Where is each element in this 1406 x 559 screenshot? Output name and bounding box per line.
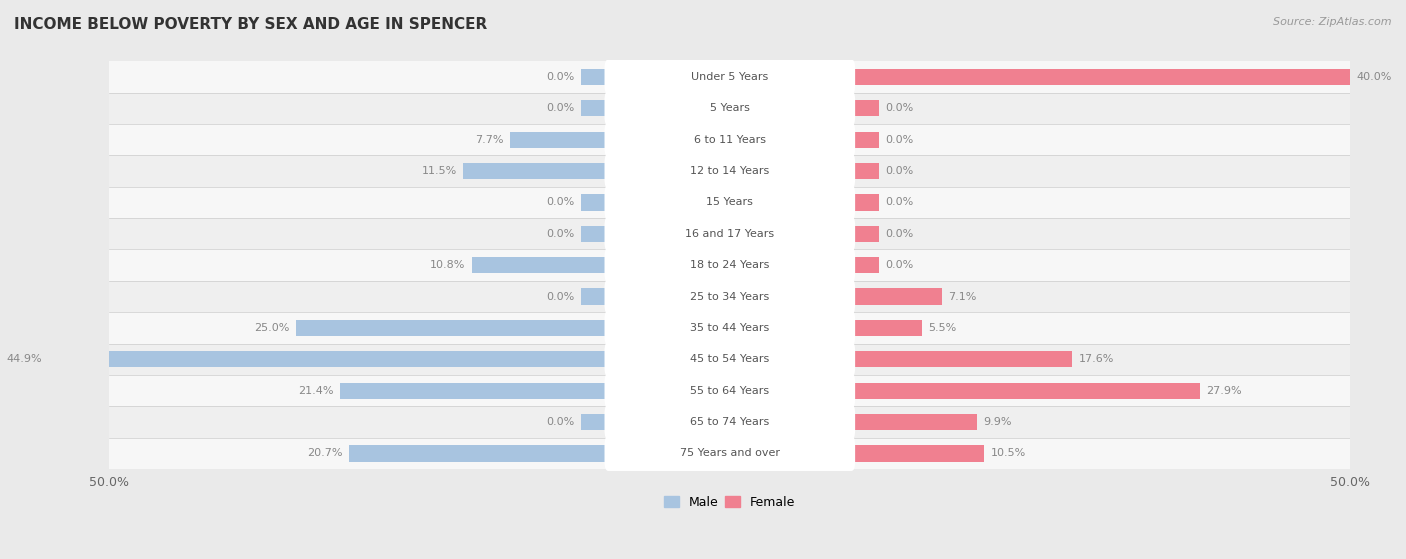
Bar — [581, 414, 606, 430]
Text: 0.0%: 0.0% — [547, 197, 575, 207]
Text: 44.9%: 44.9% — [7, 354, 42, 364]
Bar — [295, 320, 606, 336]
Bar — [853, 131, 879, 148]
FancyBboxPatch shape — [605, 373, 855, 408]
Text: 0.0%: 0.0% — [884, 197, 912, 207]
Bar — [472, 257, 606, 273]
Text: 0.0%: 0.0% — [884, 103, 912, 113]
Legend: Male, Female: Male, Female — [659, 491, 800, 514]
FancyBboxPatch shape — [605, 342, 855, 377]
FancyBboxPatch shape — [605, 91, 855, 126]
Text: 5 Years: 5 Years — [710, 103, 749, 113]
Bar — [110, 155, 1350, 187]
Bar — [853, 100, 879, 116]
Text: 27.9%: 27.9% — [1206, 386, 1241, 396]
Bar — [110, 438, 1350, 469]
FancyBboxPatch shape — [605, 436, 855, 471]
Text: 0.0%: 0.0% — [884, 260, 912, 270]
Bar — [581, 69, 606, 85]
Text: 35 to 44 Years: 35 to 44 Years — [690, 323, 769, 333]
Bar — [581, 226, 606, 242]
Bar — [110, 218, 1350, 249]
Text: 0.0%: 0.0% — [884, 135, 912, 145]
Bar — [853, 382, 1201, 399]
Text: INCOME BELOW POVERTY BY SEX AND AGE IN SPENCER: INCOME BELOW POVERTY BY SEX AND AGE IN S… — [14, 17, 488, 32]
FancyBboxPatch shape — [605, 154, 855, 188]
Text: 10.5%: 10.5% — [990, 448, 1025, 458]
FancyBboxPatch shape — [605, 216, 855, 252]
Bar — [853, 257, 879, 273]
Bar — [581, 195, 606, 211]
Bar — [49, 351, 606, 367]
Text: 7.1%: 7.1% — [948, 292, 977, 301]
Text: 0.0%: 0.0% — [547, 72, 575, 82]
Text: 75 Years and over: 75 Years and over — [681, 448, 780, 458]
Bar — [853, 351, 1073, 367]
Bar — [853, 69, 1350, 85]
Bar — [110, 124, 1350, 155]
Bar — [581, 100, 606, 116]
Bar — [110, 61, 1350, 93]
Text: 55 to 64 Years: 55 to 64 Years — [690, 386, 769, 396]
Text: 65 to 74 Years: 65 to 74 Years — [690, 417, 769, 427]
Text: 0.0%: 0.0% — [547, 103, 575, 113]
Bar — [110, 344, 1350, 375]
Text: 0.0%: 0.0% — [547, 417, 575, 427]
Bar — [110, 375, 1350, 406]
Bar — [853, 288, 942, 305]
Text: 0.0%: 0.0% — [547, 292, 575, 301]
Text: 0.0%: 0.0% — [547, 229, 575, 239]
Text: 0.0%: 0.0% — [884, 229, 912, 239]
Bar — [110, 249, 1350, 281]
Text: Source: ZipAtlas.com: Source: ZipAtlas.com — [1274, 17, 1392, 27]
Bar — [510, 131, 606, 148]
Bar — [463, 163, 606, 179]
Bar — [853, 320, 922, 336]
Text: 6 to 11 Years: 6 to 11 Years — [693, 135, 766, 145]
Text: 25 to 34 Years: 25 to 34 Years — [690, 292, 769, 301]
Text: 17.6%: 17.6% — [1078, 354, 1114, 364]
Text: 11.5%: 11.5% — [422, 166, 457, 176]
Text: 7.7%: 7.7% — [475, 135, 503, 145]
Text: Under 5 Years: Under 5 Years — [692, 72, 769, 82]
Bar — [349, 445, 606, 462]
Bar — [110, 187, 1350, 218]
Bar — [853, 226, 879, 242]
FancyBboxPatch shape — [605, 279, 855, 314]
Text: 10.8%: 10.8% — [430, 260, 465, 270]
Bar — [853, 414, 977, 430]
Text: 25.0%: 25.0% — [254, 323, 290, 333]
Bar — [853, 163, 879, 179]
Text: 12 to 14 Years: 12 to 14 Years — [690, 166, 769, 176]
Text: 9.9%: 9.9% — [983, 417, 1011, 427]
Text: 21.4%: 21.4% — [298, 386, 335, 396]
Bar — [853, 445, 984, 462]
FancyBboxPatch shape — [605, 185, 855, 220]
Bar — [110, 93, 1350, 124]
Text: 0.0%: 0.0% — [884, 166, 912, 176]
Bar — [110, 406, 1350, 438]
Text: 16 and 17 Years: 16 and 17 Years — [685, 229, 775, 239]
FancyBboxPatch shape — [605, 405, 855, 439]
Bar — [110, 312, 1350, 344]
Bar — [581, 288, 606, 305]
Bar — [853, 195, 879, 211]
FancyBboxPatch shape — [605, 310, 855, 345]
Bar — [340, 382, 606, 399]
FancyBboxPatch shape — [605, 59, 855, 94]
Text: 5.5%: 5.5% — [928, 323, 956, 333]
Bar — [110, 281, 1350, 312]
Text: 40.0%: 40.0% — [1357, 72, 1392, 82]
Text: 15 Years: 15 Years — [706, 197, 754, 207]
Text: 45 to 54 Years: 45 to 54 Years — [690, 354, 769, 364]
Text: 20.7%: 20.7% — [308, 448, 343, 458]
Text: 18 to 24 Years: 18 to 24 Years — [690, 260, 769, 270]
FancyBboxPatch shape — [605, 248, 855, 283]
FancyBboxPatch shape — [605, 122, 855, 157]
